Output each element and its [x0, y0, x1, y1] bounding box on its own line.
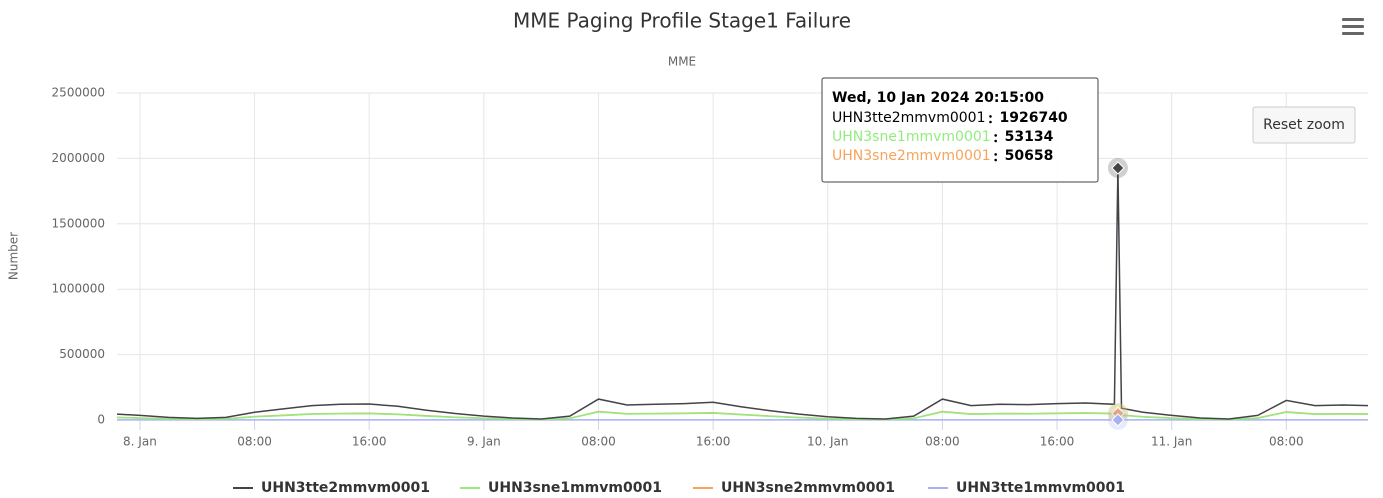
tooltip-series-name: UHN3sne2mmvm0001 — [832, 148, 991, 164]
x-tick-label: 11. Jan — [1151, 435, 1192, 449]
x-tick-label: 16:00 — [1040, 435, 1075, 449]
tooltip: Wed, 10 Jan 2024 20:15:00 UHN3tte2mmvm00… — [821, 77, 1099, 183]
x-tick-label: 8. Jan — [123, 435, 157, 449]
separator-dot — [994, 153, 997, 156]
y-tick-label: 500000 — [59, 347, 105, 361]
tooltip-value: 1926740 — [999, 110, 1067, 126]
tooltip-row: UHN3sne2mmvm0001 50658 — [832, 148, 1053, 164]
tooltip-series-name: UHN3tte2mmvm0001 — [832, 110, 985, 126]
tooltip-series-name: UHN3sne1mmvm0001 — [832, 129, 991, 145]
x-tick-label: 08:00 — [237, 435, 272, 449]
plot-area: 0 500000 1000000 1500000 2000000 2500000 8. Ja… — [52, 86, 1369, 449]
legend-label: UHN3sne2mmvm0001 — [721, 480, 895, 496]
x-tick-label: 08:00 — [581, 435, 616, 449]
legend-label: UHN3tte2mmvm0001 — [261, 480, 430, 496]
y-tick-label: 0 — [97, 413, 105, 427]
x-tick-label: 9. Jan — [467, 435, 501, 449]
separator-dot — [989, 115, 992, 118]
separator-dot — [994, 158, 997, 162]
hover-marker — [1111, 413, 1125, 427]
hover-marker — [1111, 161, 1125, 175]
menu-bar — [1342, 18, 1364, 21]
x-tick-label: 16:00 — [352, 435, 387, 449]
series-line — [116, 167, 1369, 420]
y-axis-label: Number — [7, 232, 21, 280]
x-tick-label: 08:00 — [925, 435, 960, 449]
tooltip-header: Wed, 10 Jan 2024 20:15:00 — [832, 90, 1044, 106]
legend-label: UHN3tte1mmvm0001 — [956, 480, 1125, 496]
x-tick-label: 16:00 — [696, 435, 731, 449]
y-tick-label: 2500000 — [52, 86, 105, 100]
legend-label: UHN3sne1mmvm0001 — [488, 480, 662, 496]
button-box — [1252, 106, 1356, 144]
menu-bar — [1342, 32, 1364, 35]
tooltip-box — [821, 77, 1099, 183]
menu-bar — [1342, 25, 1364, 28]
tooltip-value: 50658 — [1005, 148, 1054, 164]
separator-dot — [989, 120, 992, 124]
tooltip-value: 53134 — [1005, 129, 1054, 145]
chart-title: MME Paging Profile Stage1 Failure — [513, 9, 851, 33]
menu-button[interactable] — [1342, 18, 1364, 35]
y-tick-label: 2000000 — [52, 151, 105, 165]
legend: UHN3tte2mmvm0001 UHN3sne1mmvm0001 UHN3sne2… — [233, 480, 1125, 496]
separator-dot — [994, 134, 997, 137]
tooltip-row: UHN3tte2mmvm0001 1926740 — [832, 110, 1068, 126]
chart-subtitle: MME — [668, 55, 696, 69]
x-tick-label: 08:00 — [1269, 435, 1304, 449]
y-tick-label: 1500000 — [52, 216, 105, 230]
x-tick-label: 10. Jan — [807, 435, 848, 449]
y-tick-label: 1000000 — [52, 282, 105, 296]
separator-dot — [994, 139, 997, 143]
button-label: Reset zoom — [1263, 117, 1345, 133]
reset-zoom-button[interactable]: Reset zoom — [1252, 106, 1356, 144]
series-line — [116, 411, 1369, 421]
tooltip-row: UHN3sne1mmvm0001 53134 — [832, 129, 1054, 145]
